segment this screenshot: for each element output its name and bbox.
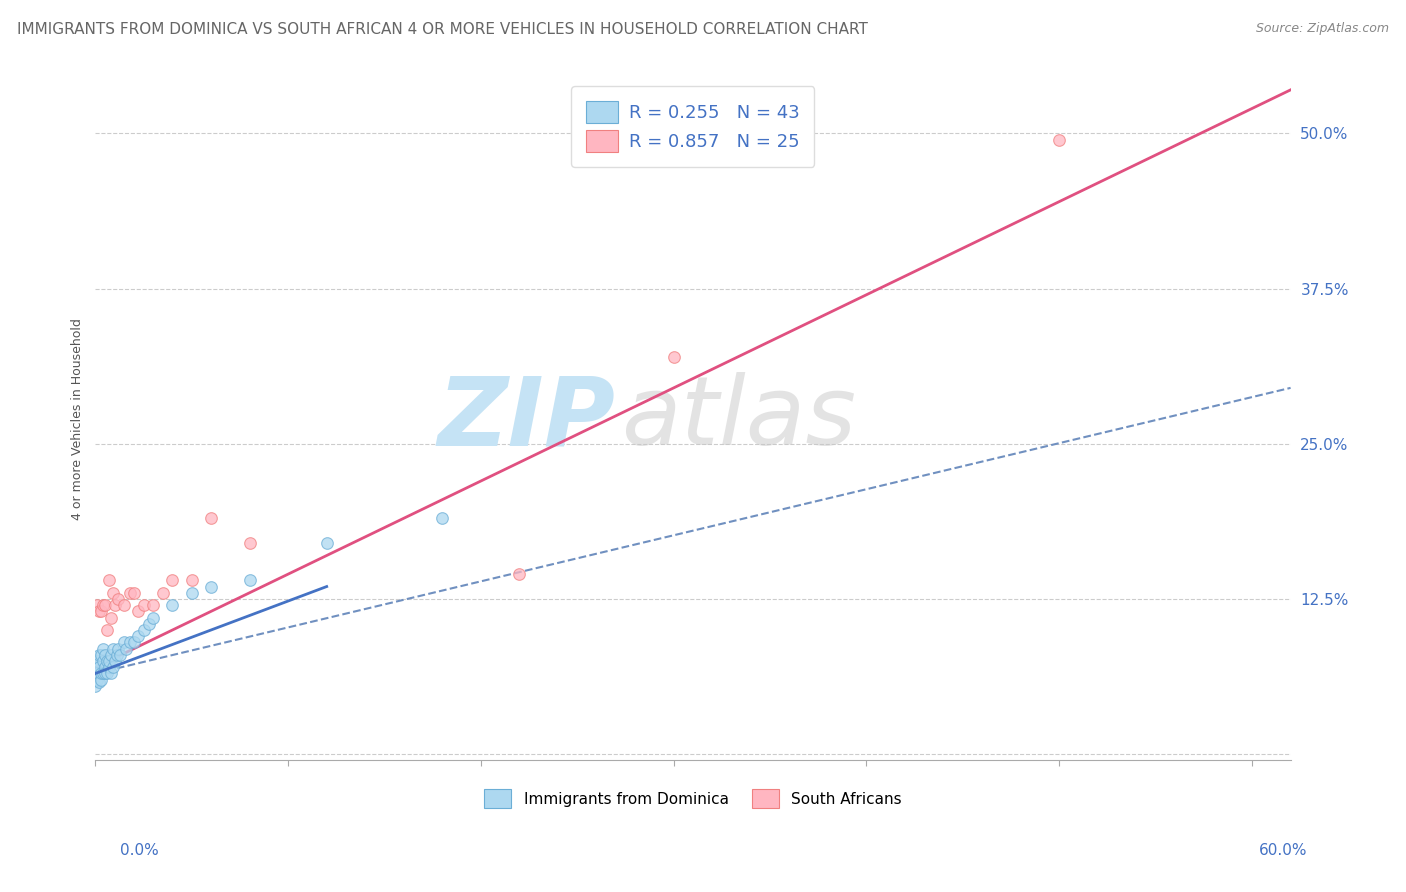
Point: [107, 591, 129, 606]
Point: [315, 536, 337, 550]
Point: [90, 666, 112, 681]
Point: [84, 679, 107, 693]
Point: [118, 635, 141, 649]
Point: [101, 641, 124, 656]
Point: [239, 574, 262, 588]
Text: ZIP: ZIP: [437, 373, 616, 466]
Point: [89, 648, 111, 662]
Point: [132, 598, 155, 612]
Point: [96, 654, 118, 668]
Point: [100, 610, 122, 624]
Y-axis label: 4 or more Vehicles in Household: 4 or more Vehicles in Household: [72, 318, 84, 520]
Point: [94, 666, 117, 681]
Point: [90, 604, 112, 618]
Point: [110, 648, 132, 662]
Point: [239, 536, 262, 550]
Point: [94, 598, 117, 612]
Point: [96, 623, 118, 637]
Point: [86, 598, 108, 612]
Point: [91, 598, 114, 612]
Text: 0.0%: 0.0%: [120, 843, 159, 858]
Point: [180, 574, 202, 588]
Point: [132, 623, 155, 637]
Point: [101, 586, 124, 600]
Point: [97, 574, 120, 588]
Point: [200, 511, 222, 525]
Point: [91, 654, 114, 668]
Point: [122, 635, 145, 649]
Point: [127, 604, 149, 618]
Point: [104, 654, 127, 668]
Point: [89, 675, 111, 690]
Point: [432, 511, 454, 525]
Point: [91, 641, 114, 656]
Text: 60.0%: 60.0%: [1260, 843, 1308, 858]
Point: [162, 598, 184, 612]
Point: [112, 598, 135, 612]
Point: [107, 641, 129, 656]
Point: [89, 604, 111, 618]
Text: atlas: atlas: [621, 373, 856, 466]
Point: [104, 598, 127, 612]
Point: [662, 350, 685, 364]
Point: [180, 586, 202, 600]
Point: [94, 660, 117, 674]
Point: [100, 648, 122, 662]
Point: [89, 660, 111, 674]
Point: [86, 666, 108, 681]
Point: [97, 654, 120, 668]
Point: [162, 574, 184, 588]
Point: [100, 666, 122, 681]
Point: [101, 660, 124, 674]
Point: [115, 641, 138, 656]
Point: [122, 586, 145, 600]
Point: [142, 598, 165, 612]
Point: [112, 635, 135, 649]
Point: [152, 586, 174, 600]
Point: [138, 616, 160, 631]
Point: [90, 673, 112, 687]
Point: [96, 666, 118, 681]
Point: [142, 610, 165, 624]
Point: [105, 648, 128, 662]
Text: Source: ZipAtlas.com: Source: ZipAtlas.com: [1256, 22, 1389, 36]
Point: [86, 673, 108, 687]
Point: [1047, 132, 1070, 146]
Point: [200, 580, 222, 594]
Point: [508, 567, 530, 582]
Point: [84, 660, 107, 674]
Point: [94, 648, 117, 662]
Text: IMMIGRANTS FROM DOMINICA VS SOUTH AFRICAN 4 OR MORE VEHICLES IN HOUSEHOLD CORREL: IMMIGRANTS FROM DOMINICA VS SOUTH AFRICA…: [17, 22, 868, 37]
Point: [97, 660, 120, 674]
Point: [90, 648, 112, 662]
Point: [86, 654, 108, 668]
Point: [127, 629, 149, 643]
Point: [118, 586, 141, 600]
Point: [91, 666, 114, 681]
Legend: Immigrants from Dominica, South Africans: Immigrants from Dominica, South Africans: [478, 783, 908, 814]
